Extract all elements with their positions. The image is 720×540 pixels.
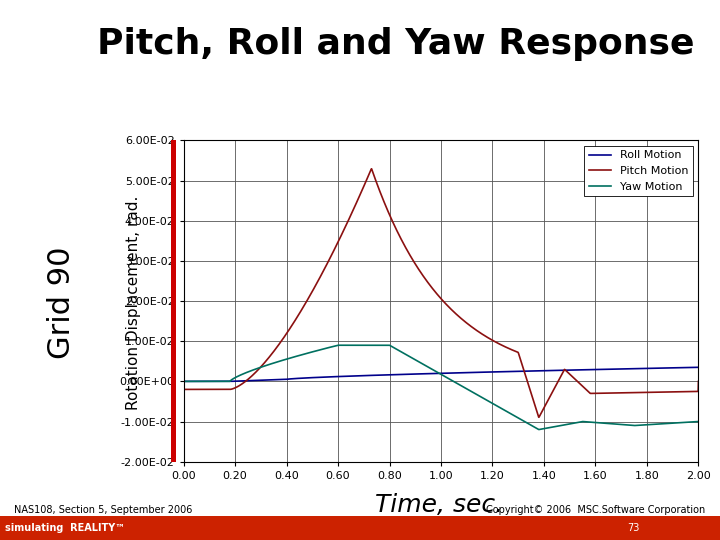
Line: Pitch Motion: Pitch Motion — [184, 169, 698, 417]
Text: Time, sec.: Time, sec. — [375, 493, 503, 517]
Pitch Motion — [585, 389, 594, 396]
Pitch Motion — [205, 386, 214, 393]
Yaw Motion — [430, 367, 438, 374]
Line: Yaw Motion: Yaw Motion — [184, 345, 698, 429]
Text: Pitch, Roll and Yaw Response: Pitch, Roll and Yaw Response — [97, 27, 695, 61]
Yaw Motion — [680, 419, 688, 426]
Roll Motion — [585, 367, 593, 373]
Roll Motion — [205, 378, 214, 384]
Roll Motion — [179, 378, 188, 384]
Pitch Motion — [680, 388, 688, 395]
Yaw Motion — [334, 342, 343, 348]
Line: Roll Motion: Roll Motion — [184, 367, 698, 381]
Yaw Motion — [535, 426, 544, 433]
Text: simulating  REALITY™: simulating REALITY™ — [5, 523, 125, 533]
Pitch Motion — [694, 378, 703, 384]
Roll Motion — [694, 364, 703, 370]
Roll Motion — [679, 364, 688, 371]
Text: NAS108, Section 5, September 2006: NAS108, Section 5, September 2006 — [14, 505, 193, 515]
Yaw Motion — [585, 419, 594, 426]
Text: Grid 90: Grid 90 — [47, 246, 76, 359]
Legend: Roll Motion, Pitch Motion, Yaw Motion: Roll Motion, Pitch Motion, Yaw Motion — [585, 146, 693, 196]
Pitch Motion — [534, 414, 543, 421]
Yaw Motion — [694, 418, 703, 425]
Pitch Motion — [680, 388, 688, 395]
Roll Motion — [679, 364, 688, 371]
Pitch Motion — [179, 386, 188, 393]
Yaw Motion — [416, 360, 425, 366]
Pitch Motion — [367, 166, 376, 172]
Text: 73: 73 — [627, 523, 640, 533]
Pitch Motion — [416, 269, 425, 275]
Text: Copyright© 2006  MSC.Software Corporation: Copyright© 2006 MSC.Software Corporation — [486, 505, 706, 515]
Roll Motion — [430, 370, 438, 377]
Yaw Motion — [179, 378, 188, 384]
Pitch Motion — [430, 287, 438, 294]
Text: Rotation Displacement, rad.: Rotation Displacement, rad. — [126, 195, 140, 409]
Roll Motion — [416, 370, 425, 377]
Yaw Motion — [680, 419, 688, 426]
Yaw Motion — [205, 378, 214, 384]
